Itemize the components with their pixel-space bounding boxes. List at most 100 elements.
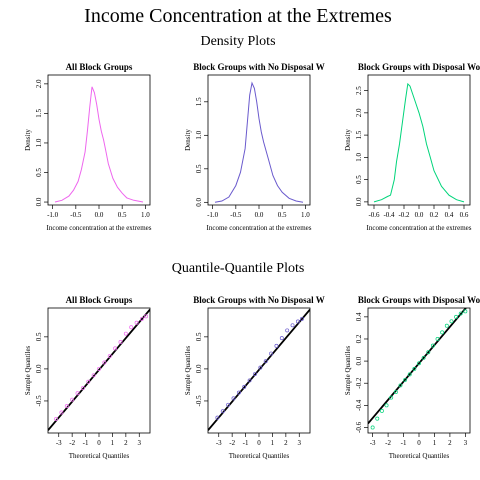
panel-5-y-tick-label: 0.5 <box>195 332 203 341</box>
panel-4-ylabel: Sample Quantiles <box>24 345 32 395</box>
panel-5-qq-point <box>263 359 268 364</box>
panel-6-qq-point <box>430 343 435 348</box>
panel-4-x-tick-label: 2 <box>124 439 128 447</box>
panel-4-x-tick-label: -2 <box>69 439 75 447</box>
panel-5-qq-point <box>242 384 247 389</box>
panel-4-qq-point <box>54 416 59 421</box>
panel-1-y-tick-label: 0.0 <box>35 197 43 206</box>
panel-6-qq-point <box>417 361 421 366</box>
panel-1-y-tick-label: 1.5 <box>35 109 43 118</box>
panel-3-y-tick-label: 1.5 <box>355 130 363 139</box>
panel-6-qq-point <box>463 309 468 314</box>
panel-6-qq-point <box>444 323 449 328</box>
panel-6-qq-point <box>375 416 380 421</box>
panel-3-y-tick-label: 0.5 <box>355 175 363 184</box>
panel-1-y-tick-label: 1.0 <box>35 138 43 147</box>
panel-6-xlabel: Theoretical Quantiles <box>389 452 450 460</box>
panel-5-x-tick-label: 0 <box>257 439 261 447</box>
panel-3-x-tick-label: -0.2 <box>398 211 410 219</box>
panel-2-x-tick-label: -0.5 <box>230 211 242 219</box>
panel-4-qq-point <box>107 354 112 359</box>
panel-4-x-tick-label: 3 <box>138 439 142 447</box>
panel-6-qq-point <box>449 319 454 324</box>
panel-5-qq-point <box>279 336 284 341</box>
panel-6-qq-point <box>421 355 426 360</box>
panel-6-qq-point <box>398 383 403 388</box>
panel-6-frame <box>367 307 471 434</box>
panel-1-x-tick-label: 1.0 <box>141 211 150 219</box>
panel-6-qq-point <box>426 350 431 355</box>
panel-4-qq-point <box>75 391 80 396</box>
panel-1-frame <box>47 74 151 206</box>
panel-3-x-tick-label: 0.4 <box>445 211 454 219</box>
panel-2-y-tick-label: 1.0 <box>195 130 203 139</box>
panel-4-qq-reference-line <box>48 308 150 431</box>
panel-6-qq-point <box>403 377 408 382</box>
panel-5-title: Block Groups with No Disposal W <box>193 295 324 305</box>
panel-4-xlabel: Theoretical Quantiles <box>69 452 130 460</box>
panel-4-x-tick-label: 0 <box>97 439 101 447</box>
panel-3-y-tick-label: 2.0 <box>355 108 363 117</box>
panel-6-qq-point <box>435 337 440 341</box>
panel-5-x-tick-label: -1 <box>243 439 249 447</box>
panel-5-x-tick-label: 1 <box>271 439 275 447</box>
panel-4-qq-point <box>139 316 144 321</box>
panel-6-y-tick-label: -0.6 <box>355 421 363 433</box>
panel-2-xlabel: Income concentration at the extremes <box>207 224 312 232</box>
panel-6-x-tick-label: -3 <box>370 439 376 447</box>
panel-4-qq-point <box>123 331 128 336</box>
panel-1-plot-area <box>54 86 144 203</box>
panel-6-qq-point <box>384 403 389 408</box>
panel-6-x-tick-label: -2 <box>385 439 391 447</box>
panel-2-x-tick-label: 0.5 <box>278 211 287 219</box>
panel-1-y-tick-label: 2.0 <box>35 79 43 88</box>
panel-1-xlabel: Income concentration at the extremes <box>47 224 152 232</box>
panel-5-qq-reference-line <box>208 308 310 431</box>
panel-5-qq-point <box>299 316 304 321</box>
panel-5-xlabel: Theoretical Quantiles <box>229 452 290 460</box>
panel-3-title: Block Groups with Disposal Wo <box>358 62 480 72</box>
panel-6-qq-point <box>370 425 375 430</box>
panel-6-qq-point <box>407 372 412 377</box>
panel-6-y-tick-label: 0.4 <box>355 312 363 321</box>
panel-5-qq-point <box>258 365 263 370</box>
panel-5-qq-point <box>220 409 225 414</box>
panel-4-title: All Block Groups <box>66 295 133 305</box>
panel-4-qq-point <box>144 314 148 319</box>
panel-4-plot-area <box>48 308 150 431</box>
panel-1-x-tick-label: -1.0 <box>47 211 59 219</box>
panel-3-x-tick-label: -0.6 <box>368 211 380 219</box>
panel-5-qq-point <box>295 319 300 324</box>
panel-6-x-tick-label: 1 <box>433 439 437 447</box>
panel-2-ylabel: Density <box>184 129 192 151</box>
panel-3-x-tick-label: 0.0 <box>415 211 424 219</box>
panel-4-x-tick-label: 1 <box>111 439 115 447</box>
panel-4-qq-point <box>86 379 91 384</box>
panel-6-x-tick-label: 0 <box>417 439 421 447</box>
panel-3-y-tick-label: 1.0 <box>355 152 363 161</box>
panel-2-y-tick-label: 0.0 <box>195 197 203 206</box>
panel-4-qq-point <box>91 373 96 378</box>
panel-6-qq-point <box>379 408 384 413</box>
panel-3-density-line <box>373 82 465 203</box>
panel-4-qq-point <box>59 410 64 415</box>
panel-4: All Block Groups -3 -2 -1 0 1 2 3 -0.5 0.0 0.5 Theo… <box>24 295 151 460</box>
panel-2: Block Groups with No Disposal W -1.0 -0.5 0… <box>184 62 325 232</box>
panel-5-qq-point <box>269 351 274 356</box>
panel-1-y-tick-label: 0.5 <box>35 168 43 177</box>
panel-1-ylabel: Density <box>24 129 32 151</box>
panel-2-x-tick-label: -1.0 <box>207 211 219 219</box>
chart-panels: All Block Groups -1.0 -0.5 0.0 0.5 1.0 0.0 0.5 1… <box>24 62 480 460</box>
panel-2-y-tick-label: 0.5 <box>195 164 203 173</box>
panel-3-x-tick-label: -0.4 <box>383 211 395 219</box>
panel-2-frame <box>207 74 311 206</box>
panel-3-ylabel: Density <box>344 129 352 151</box>
panel-5-y-tick-label: 0.0 <box>195 364 203 373</box>
panel-4-qq-point <box>134 320 139 325</box>
panel-3-y-tick-label: 2.5 <box>355 86 363 95</box>
panel-6-title: Block Groups with Disposal Wo <box>358 295 480 305</box>
panel-3: Block Groups with Disposal Wo -0.6 -0.4 -0.… <box>344 62 480 232</box>
panel-6-qq-point <box>393 390 398 395</box>
panel-5-x-tick-label: 2 <box>284 439 288 447</box>
panel-2-title: Block Groups with No Disposal W <box>193 62 324 72</box>
